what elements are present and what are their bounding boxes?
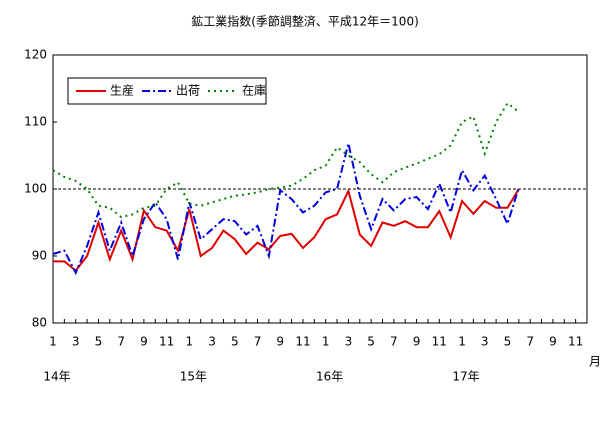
x-tick-label: 3 <box>481 335 489 349</box>
x-tick-label: 7 <box>117 335 125 349</box>
x-tick-label: 5 <box>95 335 103 349</box>
x-tick-label: 3 <box>208 335 216 349</box>
y-tick-label: 90 <box>32 249 47 263</box>
x-tick-label: 3 <box>345 335 353 349</box>
x-tick-label: 9 <box>549 335 557 349</box>
y-tick-label: 110 <box>24 115 47 129</box>
y-tick-label: 80 <box>32 316 47 330</box>
x-tick-label: 5 <box>231 335 239 349</box>
x-tick-label: 9 <box>140 335 148 349</box>
series-line <box>53 188 520 273</box>
x-tick-label: 1 <box>458 335 466 349</box>
x-tick-label: 11 <box>159 335 174 349</box>
x-tick-label: 1 <box>322 335 330 349</box>
legend-label: 出荷 <box>176 84 200 98</box>
x-tick-label: 7 <box>254 335 262 349</box>
x-tick-label: 11 <box>295 335 310 349</box>
x-tick-label: 1 <box>186 335 194 349</box>
x-tick-label: 7 <box>526 335 534 349</box>
x-unit: 月 <box>589 355 601 369</box>
y-tick-label: 120 <box>24 48 47 62</box>
x-tick-label: 11 <box>568 335 583 349</box>
x-tick-label: 9 <box>276 335 284 349</box>
year-label: 17年 <box>452 370 479 384</box>
legend-label: 生産 <box>110 83 134 98</box>
year-label: 15年 <box>180 370 207 384</box>
x-tick-label: 5 <box>504 335 512 349</box>
x-tick-label: 5 <box>367 335 375 349</box>
y-tick-label: 100 <box>24 182 47 196</box>
year-label: 16年 <box>316 370 343 384</box>
x-tick-label: 7 <box>390 335 398 349</box>
x-tick-label: 9 <box>413 335 421 349</box>
year-label: 14年 <box>43 370 70 384</box>
legend-label: 在庫 <box>242 84 266 98</box>
x-tick-label: 11 <box>432 335 447 349</box>
x-tick-label: 1 <box>49 335 57 349</box>
chart-title: 鉱工業指数(季節調整済、平成12年＝100) <box>191 14 419 29</box>
series-line <box>52 101 520 219</box>
series-line <box>52 143 520 276</box>
x-tick-label: 3 <box>72 335 80 349</box>
